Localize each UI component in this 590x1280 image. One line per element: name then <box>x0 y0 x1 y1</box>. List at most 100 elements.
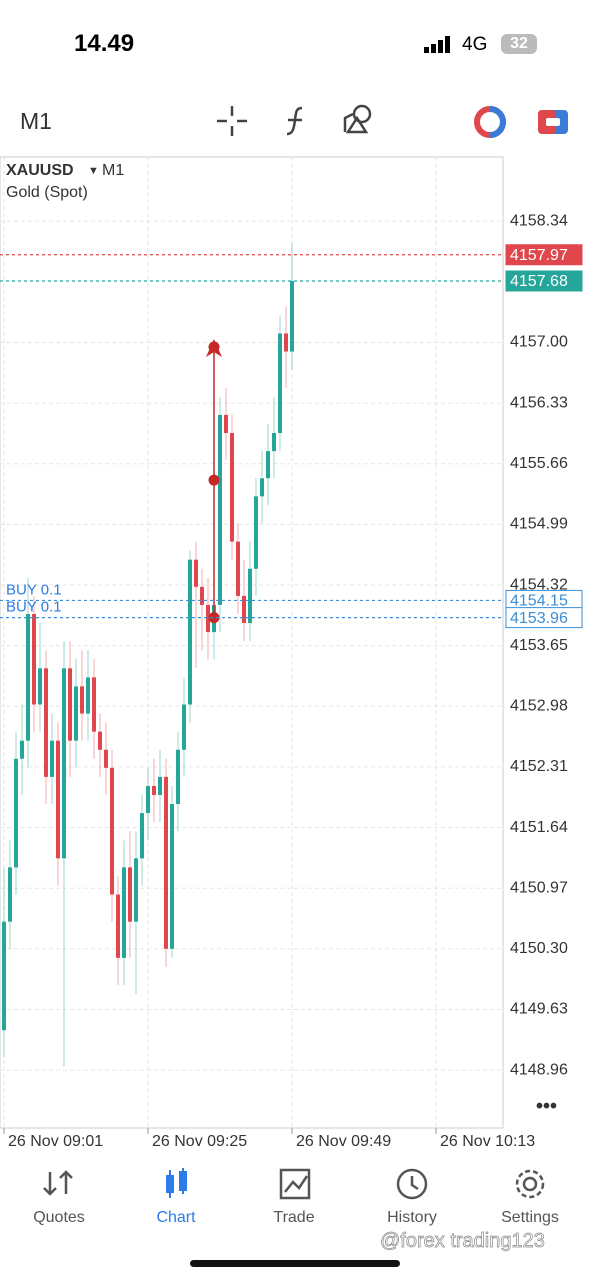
candle-body <box>248 568 252 624</box>
candle-body <box>200 586 204 605</box>
y-tick-label: 4152.98 <box>510 698 568 715</box>
candle-body <box>8 867 12 922</box>
candle-body <box>20 740 24 759</box>
network: 4G <box>462 34 488 55</box>
x-tick-label: 26 Nov 09:49 <box>296 1133 391 1150</box>
candle-body <box>14 758 18 868</box>
candle-body <box>68 668 72 741</box>
x-tick-label: 26 Nov 09:25 <box>152 1133 247 1150</box>
candle-body <box>62 668 66 859</box>
candle-body <box>56 740 60 859</box>
candle-body <box>80 686 84 714</box>
candle-body <box>218 414 222 605</box>
symbol: XAUUSD <box>6 162 74 179</box>
candle-body <box>86 677 90 714</box>
plot-area <box>0 156 504 1129</box>
candle-body <box>266 451 270 479</box>
watermark: @forex trading123 <box>380 1230 546 1253</box>
candle-body <box>194 559 198 587</box>
home-indicator <box>190 1260 400 1267</box>
battery: 32 <box>501 34 537 54</box>
signal-icon <box>424 36 450 53</box>
candle-body <box>260 478 264 497</box>
candle-body <box>122 867 126 958</box>
clock: 14.49 <box>74 30 135 57</box>
candle-body <box>50 740 54 777</box>
x-tick-label: 26 Nov 10:13 <box>440 1133 535 1150</box>
price-label-box <box>505 270 583 292</box>
bottom-nav <box>43 1168 545 1200</box>
price-label-box <box>505 607 583 629</box>
candle-body <box>224 414 228 434</box>
chart: XAUUSD ▼ M1 Gold (Spot) ••• 26 Nov 09:01… <box>0 156 583 1150</box>
candle-body <box>158 776 162 795</box>
candle-body <box>110 767 114 895</box>
candle-body <box>170 804 174 949</box>
y-tick-label: 4155.66 <box>510 455 568 472</box>
candle-body <box>206 604 210 633</box>
price-label-box <box>505 244 583 266</box>
candle-body <box>284 333 288 352</box>
candle-body <box>182 704 186 750</box>
nav-item[interactable]: Chart <box>156 1209 196 1226</box>
arrow-head <box>206 339 222 358</box>
candle-body <box>2 921 6 1031</box>
y-tick-label: 4150.30 <box>510 940 568 957</box>
candle-body <box>242 595 246 624</box>
nav-item[interactable]: Quotes <box>33 1209 85 1226</box>
candle-body <box>38 668 42 705</box>
candle-body <box>26 613 30 741</box>
x-tick-label: 26 Nov 09:01 <box>8 1133 103 1150</box>
symbol-description: Gold (Spot) <box>6 184 88 201</box>
candle-body <box>32 613 36 705</box>
order-label: BUY 0.1 <box>6 599 62 616</box>
candle-body <box>290 280 294 352</box>
y-tick-label: 4148.96 <box>510 1061 568 1078</box>
candle-body <box>254 496 258 569</box>
candle-body <box>272 433 276 452</box>
candle-body <box>278 333 282 434</box>
toolbar-icons <box>217 104 372 136</box>
price-label: 4154.15 <box>510 593 568 610</box>
y-tick-label: 4156.33 <box>510 394 568 411</box>
candle-body <box>152 785 156 795</box>
candle-body <box>128 867 132 922</box>
candle-body <box>230 433 234 542</box>
more-button[interactable]: ••• <box>536 1095 557 1117</box>
chart-timeframe: M1 <box>102 162 124 179</box>
price-label: 4153.96 <box>510 610 568 627</box>
y-tick-label: 4154.99 <box>510 516 568 533</box>
candle-body <box>98 731 102 750</box>
nav-item[interactable]: Trade <box>273 1209 315 1226</box>
y-tick-label: 4151.64 <box>510 819 568 836</box>
nav-item[interactable]: Settings <box>501 1209 559 1226</box>
y-tick-label: 4153.65 <box>510 637 568 654</box>
account-icons[interactable] <box>470 104 574 140</box>
candle-body <box>104 749 108 768</box>
price-label: 4157.68 <box>510 273 568 290</box>
candle-body <box>164 776 168 949</box>
candle-body <box>44 668 48 777</box>
y-tick-label: 4154.32 <box>510 576 568 593</box>
candle-body <box>92 677 96 732</box>
candle-body <box>116 894 120 958</box>
y-tick-label: 4157.00 <box>510 334 568 351</box>
candle-body <box>74 686 78 741</box>
y-tick-label: 4152.31 <box>510 758 568 775</box>
order-label: BUY 0.1 <box>6 581 62 598</box>
trade-marker <box>208 474 220 486</box>
timeframe-button[interactable]: M1 <box>20 108 52 134</box>
candle-body <box>134 858 138 922</box>
y-tick-label: 4150.97 <box>510 879 568 896</box>
y-tick-label: 4158.34 <box>510 212 568 229</box>
dropdown-arrow: ▼ <box>88 165 99 177</box>
nav-item[interactable]: History <box>387 1209 437 1226</box>
candle-body <box>146 785 150 814</box>
candle-body <box>188 559 192 705</box>
trade-marker <box>208 612 220 624</box>
candle-body <box>236 541 240 596</box>
y-tick-label: 4149.63 <box>510 1001 568 1018</box>
candle-body <box>140 813 144 859</box>
price-label: 4157.97 <box>510 247 568 264</box>
